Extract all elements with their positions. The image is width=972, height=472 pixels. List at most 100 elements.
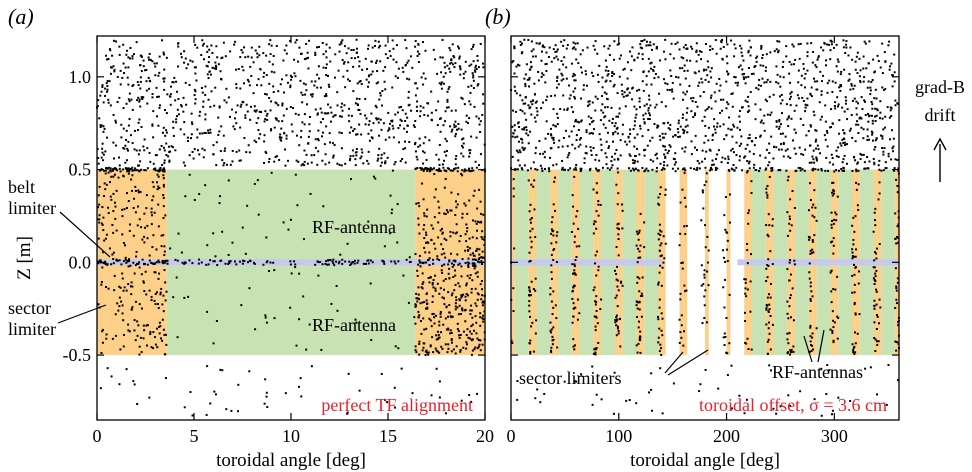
scatter-point (743, 311, 746, 314)
scatter-point (425, 349, 428, 352)
scatter-point (853, 345, 856, 348)
scatter-point (267, 160, 270, 163)
scatter-point (678, 48, 681, 51)
scatter-point (136, 334, 139, 337)
scatter-point (566, 107, 569, 110)
scatter-point (565, 66, 568, 69)
scatter-point (470, 332, 473, 335)
scatter-point (579, 143, 582, 146)
scatter-point (442, 323, 445, 326)
scatter-point (639, 212, 642, 215)
scatter-point (141, 97, 144, 100)
scatter-point (786, 332, 789, 335)
scatter-point (831, 191, 834, 194)
scatter-point (772, 157, 775, 160)
scatter-point (414, 143, 417, 146)
scatter-point (670, 42, 673, 45)
scatter-point (873, 336, 876, 339)
scatter-point (785, 45, 788, 48)
scatter-point (666, 88, 669, 91)
scatter-point (585, 129, 588, 132)
scatter-point (169, 150, 172, 153)
scatter-point (125, 102, 128, 105)
scatter-point (138, 118, 141, 121)
scatter-point (416, 297, 419, 300)
scatter-point (551, 313, 554, 316)
scatter-point (666, 121, 669, 124)
scatter-point (677, 76, 680, 79)
scatter-point (873, 97, 876, 100)
scatter-point (156, 327, 159, 330)
scatter-point (855, 123, 858, 126)
scatter-point (594, 254, 597, 257)
scatter-point (691, 100, 694, 103)
scatter-point (410, 109, 413, 112)
scatter-point (809, 281, 812, 284)
scatter-point (832, 319, 835, 322)
scatter-point (822, 49, 825, 52)
scatter-point (256, 179, 259, 182)
scatter-point (749, 253, 752, 256)
scatter-point (618, 42, 621, 45)
scatter-point (747, 67, 750, 70)
scatter-point (458, 336, 461, 339)
scatter-point (572, 338, 575, 341)
scatter-point (785, 169, 788, 172)
scatter-point (247, 261, 250, 264)
scatter-point (837, 146, 840, 149)
scatter-point (438, 320, 441, 323)
scatter-point (535, 42, 538, 45)
scatter-point (637, 256, 640, 259)
scatter-point (623, 67, 626, 70)
scatter-point (119, 348, 122, 351)
scatter-point (272, 91, 275, 94)
scatter-point (704, 78, 707, 81)
scatter-point (732, 163, 735, 166)
scatter-point (863, 167, 866, 170)
scatter-point (116, 169, 119, 172)
scatter-point (373, 44, 376, 47)
scatter-point (118, 285, 121, 288)
scatter-point (711, 134, 714, 137)
scatter-point (640, 315, 643, 318)
scatter-point (658, 350, 661, 353)
scatter-point (572, 345, 575, 348)
scatter-point (449, 70, 452, 73)
scatter-point (775, 65, 778, 68)
scatter-point (170, 145, 173, 148)
scatter-point (626, 88, 629, 91)
scatter-point (714, 39, 717, 42)
scatter-point (425, 293, 428, 296)
scatter-point (657, 76, 660, 79)
scatter-point (765, 148, 768, 151)
scatter-point (714, 166, 717, 169)
scatter-point (550, 346, 553, 349)
scatter-point (350, 57, 353, 60)
scatter-point (874, 350, 877, 353)
belt-limiter-label-line1: belt (8, 177, 35, 197)
scatter-point (722, 286, 725, 289)
scatter-point (520, 167, 523, 170)
scatter-point (444, 256, 447, 259)
scatter-point (367, 262, 370, 265)
scatter-point (203, 131, 206, 134)
scatter-point (716, 125, 719, 128)
scatter-point (683, 69, 686, 72)
scatter-point (161, 168, 164, 171)
scatter-point (131, 174, 134, 177)
scatter-point (470, 304, 473, 307)
scatter-point (843, 131, 846, 134)
scatter-point (383, 262, 386, 265)
scatter-point (682, 131, 685, 134)
scatter-point (469, 103, 472, 106)
scatter-point (640, 40, 643, 43)
scatter-point (669, 123, 672, 126)
scatter-point (625, 143, 628, 146)
scatter-point (361, 151, 364, 154)
scatter-point (668, 89, 671, 92)
scatter-point (807, 130, 810, 133)
scatter-point (101, 147, 104, 150)
scatter-point (572, 302, 575, 305)
scatter-point (579, 167, 582, 170)
scatter-point (101, 341, 104, 344)
